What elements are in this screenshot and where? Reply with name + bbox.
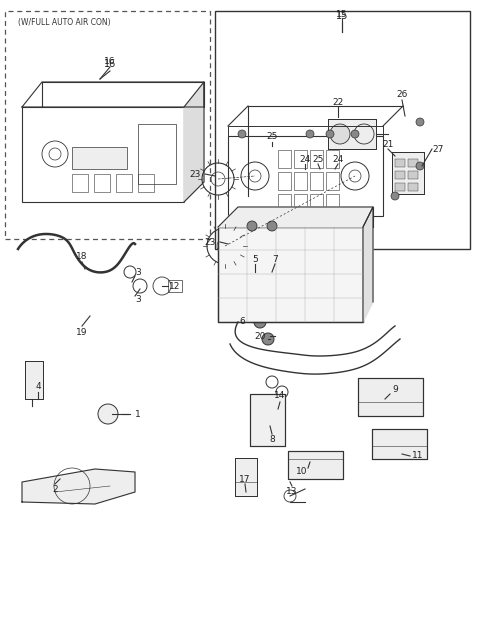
Bar [395, 159, 405, 167]
Bar [372, 429, 427, 459]
Bar [358, 378, 423, 416]
Bar [310, 172, 323, 190]
Bar [372, 429, 427, 459]
Bar [294, 194, 307, 212]
Text: 24: 24 [300, 155, 311, 164]
Circle shape [351, 130, 359, 138]
Text: 6: 6 [239, 317, 245, 327]
Polygon shape [363, 207, 373, 322]
Text: 15: 15 [336, 11, 348, 21]
Bar [294, 150, 307, 168]
Circle shape [262, 333, 274, 345]
Text: 7: 7 [272, 254, 278, 263]
Circle shape [416, 118, 424, 126]
Circle shape [267, 221, 277, 231]
Circle shape [326, 130, 334, 138]
Text: 12: 12 [169, 281, 180, 290]
Bar [278, 150, 291, 168]
Bar [310, 150, 323, 168]
Text: 23: 23 [189, 169, 201, 178]
Bar [116, 174, 132, 192]
Circle shape [330, 124, 350, 144]
Bar [328, 119, 376, 149]
Text: 3: 3 [135, 267, 141, 276]
Bar [278, 194, 291, 212]
Bar [138, 124, 176, 184]
Text: 2: 2 [52, 484, 58, 493]
Bar [408, 171, 418, 179]
Bar [168, 280, 182, 292]
Text: 24: 24 [332, 155, 344, 164]
Text: 10: 10 [296, 468, 308, 477]
Circle shape [247, 221, 257, 231]
Circle shape [306, 130, 314, 138]
Bar [235, 458, 257, 496]
Text: 20: 20 [254, 332, 266, 341]
Polygon shape [22, 469, 135, 504]
Text: 27: 27 [432, 144, 444, 153]
Bar [94, 174, 110, 192]
Text: (W/FULL AUTO AIR CON): (W/FULL AUTO AIR CON) [18, 17, 110, 26]
Text: 17: 17 [239, 475, 251, 484]
Text: 23: 23 [204, 238, 216, 247]
Text: 25: 25 [312, 155, 324, 164]
Bar [326, 150, 339, 168]
Text: 16: 16 [104, 57, 116, 66]
Bar [358, 378, 423, 416]
Polygon shape [218, 207, 373, 227]
Text: 26: 26 [396, 90, 408, 99]
Bar [138, 174, 154, 192]
Text: 4: 4 [35, 381, 41, 390]
Bar [408, 159, 418, 167]
Text: 21: 21 [382, 140, 394, 149]
Circle shape [254, 316, 266, 328]
Text: 25: 25 [266, 131, 278, 140]
Text: 14: 14 [274, 392, 286, 401]
Bar [310, 194, 323, 212]
Polygon shape [184, 82, 204, 202]
Text: 15: 15 [336, 10, 348, 19]
Text: 5: 5 [252, 254, 258, 263]
Bar [72, 174, 88, 192]
Circle shape [238, 130, 246, 138]
Text: 8: 8 [269, 435, 275, 444]
Bar [218, 227, 363, 322]
Bar [250, 394, 285, 446]
Bar [326, 172, 339, 190]
Bar [22, 107, 184, 202]
Circle shape [391, 192, 399, 200]
Bar [326, 194, 339, 212]
Bar [25, 361, 43, 399]
Bar [218, 227, 363, 322]
Bar [278, 172, 291, 190]
Bar [408, 183, 418, 191]
Bar [395, 171, 405, 179]
Text: 9: 9 [392, 384, 398, 393]
Bar [328, 119, 376, 149]
Bar [72, 147, 127, 169]
Bar [288, 451, 343, 479]
Text: 3: 3 [135, 294, 141, 303]
Circle shape [98, 404, 118, 424]
Bar [288, 451, 343, 479]
Circle shape [416, 162, 424, 170]
Bar [228, 136, 383, 216]
Bar [392, 152, 424, 194]
Bar [395, 183, 405, 191]
Text: 13: 13 [286, 488, 298, 497]
Text: 1: 1 [135, 410, 141, 419]
Bar [294, 172, 307, 190]
Text: 22: 22 [332, 97, 344, 106]
Text: 18: 18 [76, 252, 88, 261]
Bar [392, 152, 424, 194]
Text: 19: 19 [76, 328, 88, 337]
Bar [215, 11, 470, 249]
Bar [25, 361, 43, 399]
Text: 16: 16 [104, 59, 116, 69]
Bar [235, 458, 257, 496]
Bar [250, 394, 285, 446]
FancyBboxPatch shape [5, 11, 210, 239]
Text: 11: 11 [412, 451, 424, 460]
